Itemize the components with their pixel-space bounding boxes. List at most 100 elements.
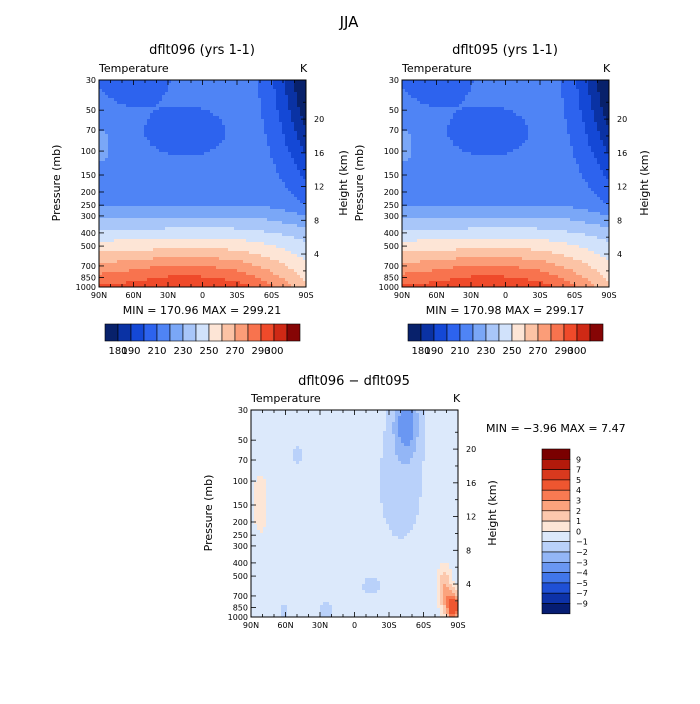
field-cell bbox=[228, 206, 231, 209]
field-cell bbox=[141, 116, 144, 119]
field-cell bbox=[156, 89, 159, 92]
field-cell bbox=[273, 170, 276, 173]
field-cell bbox=[285, 212, 288, 215]
field-cell bbox=[111, 143, 114, 146]
field-cell bbox=[171, 191, 174, 194]
field-cell bbox=[186, 191, 189, 194]
field-cell bbox=[255, 128, 258, 131]
field-cell bbox=[273, 185, 276, 188]
field-cell bbox=[237, 209, 240, 212]
field-cell bbox=[153, 251, 156, 254]
field-cell bbox=[297, 173, 300, 176]
field-cell bbox=[246, 164, 249, 167]
field-cell bbox=[204, 122, 207, 125]
field-cell bbox=[183, 200, 186, 203]
field-cell bbox=[216, 134, 219, 137]
field-cell bbox=[171, 125, 174, 128]
field-cell bbox=[291, 206, 294, 209]
field-cell bbox=[210, 212, 213, 215]
field-cell bbox=[174, 194, 177, 197]
field-cell bbox=[300, 227, 303, 230]
field-cell bbox=[117, 245, 120, 248]
field-cell bbox=[294, 170, 297, 173]
field-cell bbox=[99, 146, 102, 149]
field-cell bbox=[234, 188, 237, 191]
field-cell bbox=[237, 248, 240, 251]
field-cell bbox=[171, 182, 174, 185]
field-cell bbox=[114, 233, 117, 236]
field-cell bbox=[234, 146, 237, 149]
field-cell bbox=[180, 95, 183, 98]
field-cell bbox=[300, 275, 303, 278]
field-cell bbox=[288, 167, 291, 170]
field-cell bbox=[234, 254, 237, 257]
field-cell bbox=[231, 197, 234, 200]
field-cell bbox=[204, 188, 207, 191]
field-cell bbox=[177, 239, 180, 242]
field-cell bbox=[129, 122, 132, 125]
field-cell bbox=[270, 95, 273, 98]
field-cell bbox=[108, 248, 111, 251]
field-cell bbox=[294, 92, 297, 95]
field-cell bbox=[129, 134, 132, 137]
field-cell bbox=[192, 98, 195, 101]
field-cell bbox=[99, 272, 102, 275]
field-cell bbox=[231, 128, 234, 131]
field-cell bbox=[144, 239, 147, 242]
field-cell bbox=[150, 218, 153, 221]
field-cell bbox=[147, 161, 150, 164]
field-cell bbox=[237, 116, 240, 119]
field-cell bbox=[138, 143, 141, 146]
field-cell bbox=[297, 140, 300, 143]
field-cell bbox=[162, 137, 165, 140]
field-cell bbox=[159, 218, 162, 221]
field-cell bbox=[156, 110, 159, 113]
field-cell bbox=[144, 101, 147, 104]
field-cell bbox=[117, 89, 120, 92]
field-cell bbox=[270, 203, 273, 206]
field-cell bbox=[117, 119, 120, 122]
field-cell bbox=[102, 254, 105, 257]
field-cell bbox=[198, 131, 201, 134]
field-cell bbox=[183, 89, 186, 92]
field-cell bbox=[162, 275, 165, 278]
field-cell bbox=[267, 263, 270, 266]
field-cell bbox=[300, 113, 303, 116]
field-cell bbox=[141, 263, 144, 266]
field-cell bbox=[213, 269, 216, 272]
field-cell bbox=[171, 143, 174, 146]
field-cell bbox=[123, 272, 126, 275]
field-cell bbox=[213, 170, 216, 173]
field-cell bbox=[189, 98, 192, 101]
field-cell bbox=[102, 113, 105, 116]
field-cell bbox=[129, 155, 132, 158]
field-cell bbox=[129, 182, 132, 185]
field-cell bbox=[168, 227, 171, 230]
colorbar-label: 190 bbox=[121, 346, 140, 357]
field-cell bbox=[165, 236, 168, 239]
field-cell bbox=[174, 248, 177, 251]
field-cell bbox=[270, 224, 273, 227]
field-cell bbox=[201, 266, 204, 269]
field-cell bbox=[186, 239, 189, 242]
field-cell bbox=[135, 167, 138, 170]
field-cell bbox=[99, 92, 102, 95]
field-cell bbox=[144, 149, 147, 152]
field-cell bbox=[261, 173, 264, 176]
field-cell bbox=[141, 98, 144, 101]
field-cell bbox=[144, 257, 147, 260]
field-cell bbox=[249, 101, 252, 104]
field-cell bbox=[156, 143, 159, 146]
field-cell bbox=[219, 131, 222, 134]
field-cell bbox=[168, 245, 171, 248]
field-cell bbox=[285, 86, 288, 89]
field-cell bbox=[294, 98, 297, 101]
field-cell bbox=[219, 188, 222, 191]
field-cell bbox=[240, 239, 243, 242]
field-cell bbox=[105, 209, 108, 212]
field-cell bbox=[213, 239, 216, 242]
field-cell bbox=[105, 92, 108, 95]
field-cell bbox=[117, 140, 120, 143]
field-cell bbox=[225, 194, 228, 197]
field-cell bbox=[192, 170, 195, 173]
